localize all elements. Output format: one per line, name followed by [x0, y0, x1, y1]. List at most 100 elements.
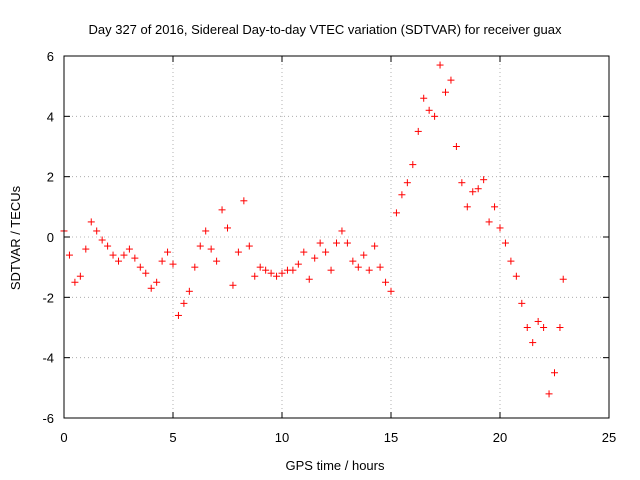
- data-point: [491, 203, 499, 211]
- data-point: [371, 242, 379, 250]
- data-point: [338, 227, 346, 235]
- data-point: [109, 251, 117, 259]
- data-point: [218, 206, 226, 214]
- data-point: [305, 275, 313, 283]
- y-tick-label: 6: [47, 49, 54, 64]
- data-series: [60, 61, 567, 398]
- data-point: [485, 218, 493, 226]
- data-point: [251, 272, 259, 280]
- data-point: [136, 263, 144, 271]
- y-tick-label: -6: [42, 411, 54, 426]
- data-point: [131, 254, 139, 262]
- data-point: [343, 239, 351, 247]
- data-point: [354, 263, 362, 271]
- y-axis-label: SDTVAR / TECUs: [8, 185, 23, 290]
- data-point: [534, 317, 542, 325]
- data-point: [501, 239, 509, 247]
- data-point: [529, 339, 537, 347]
- data-point: [512, 272, 520, 280]
- data-point: [556, 324, 564, 331]
- data-point: [93, 227, 101, 235]
- data-point: [540, 324, 548, 331]
- data-point: [333, 239, 340, 247]
- data-point: [224, 224, 231, 232]
- data-point: [153, 278, 161, 286]
- data-point: [551, 369, 558, 377]
- data-point: [349, 257, 357, 265]
- data-point: [142, 269, 150, 277]
- y-tick-label: 0: [47, 230, 54, 245]
- data-point: [180, 299, 188, 307]
- data-point: [322, 248, 330, 256]
- data-point: [559, 275, 567, 283]
- data-point: [120, 251, 128, 259]
- data-point: [147, 284, 155, 292]
- data-point: [164, 248, 172, 256]
- data-point: [398, 191, 406, 199]
- data-point: [409, 161, 417, 169]
- data-point: [463, 203, 471, 211]
- data-point: [518, 299, 526, 307]
- tick-labels: 0 5 10 15 20 25 -6 -4 -2 0 2 4 6: [42, 49, 616, 445]
- data-point: [316, 239, 324, 247]
- data-point: [229, 281, 237, 289]
- data-point: [76, 272, 84, 280]
- y-tick-label: -4: [42, 351, 54, 366]
- data-point: [376, 263, 384, 271]
- data-point: [256, 263, 264, 271]
- data-point: [496, 224, 504, 232]
- data-point: [98, 236, 106, 244]
- data-point: [474, 185, 482, 193]
- data-point: [196, 242, 204, 250]
- data-point: [523, 324, 531, 331]
- plot-frame: [63, 55, 610, 419]
- data-point: [431, 112, 439, 120]
- data-point: [360, 251, 368, 259]
- y-tick-label: 4: [47, 109, 54, 124]
- data-point: [262, 266, 270, 274]
- data-point: [447, 76, 455, 84]
- chart-title: Day 327 of 2016, Sidereal Day-to-day VTE…: [88, 22, 562, 37]
- data-point: [202, 227, 210, 235]
- data-point: [213, 257, 221, 265]
- data-point: [507, 257, 515, 265]
- data-point: [414, 127, 422, 135]
- data-point: [387, 287, 395, 295]
- data-point: [420, 94, 428, 102]
- data-point: [311, 254, 319, 262]
- data-point: [452, 143, 460, 150]
- y-tick-label: 2: [47, 170, 54, 185]
- data-point: [392, 209, 400, 217]
- data-point: [294, 260, 302, 268]
- data-point: [158, 257, 166, 265]
- data-point: [327, 266, 335, 274]
- data-point: [82, 245, 90, 253]
- data-point: [289, 266, 297, 274]
- data-point: [191, 263, 199, 271]
- data-point: [273, 272, 281, 280]
- x-tick-label: 10: [275, 430, 289, 445]
- x-tick-label: 25: [602, 430, 616, 445]
- data-point: [545, 390, 553, 398]
- data-point: [245, 242, 253, 250]
- data-point: [382, 278, 390, 286]
- data-point: [403, 179, 411, 187]
- data-point: [458, 179, 466, 187]
- data-point: [115, 257, 122, 265]
- data-point: [169, 260, 177, 268]
- data-point: [65, 251, 73, 259]
- x-tick-label: 0: [60, 430, 67, 445]
- data-point: [71, 278, 79, 286]
- y-tick-label: -2: [42, 290, 54, 305]
- data-point: [300, 248, 308, 256]
- data-point: [480, 176, 488, 184]
- x-tick-label: 20: [493, 430, 507, 445]
- data-point: [87, 218, 95, 226]
- x-tick-label: 5: [169, 430, 176, 445]
- data-point: [207, 245, 215, 253]
- data-point: [469, 188, 477, 196]
- data-point: [278, 269, 286, 277]
- data-point: [267, 269, 275, 277]
- x-axis-label: GPS time / hours: [286, 458, 385, 473]
- data-point: [436, 61, 444, 69]
